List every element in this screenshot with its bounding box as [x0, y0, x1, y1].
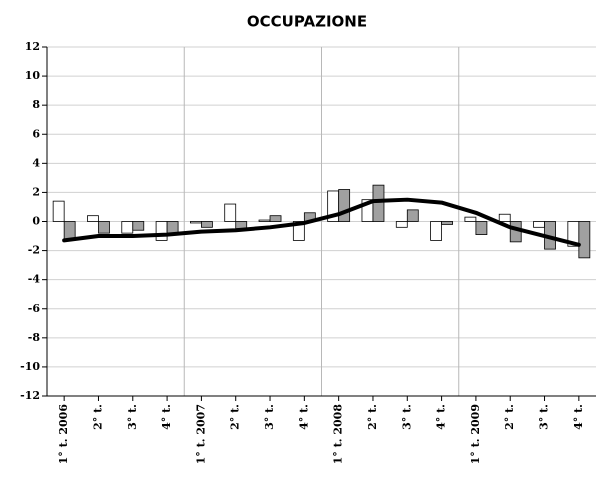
x-tick-label: 4° t. [435, 404, 448, 430]
bar [98, 221, 110, 234]
bar [475, 221, 488, 235]
x-tick-label: 1° t. 2009 [469, 404, 482, 464]
x-tick-label: 3° t. [263, 404, 276, 430]
bar [533, 221, 545, 228]
bar [498, 213, 511, 222]
x-tick-label: 4° t. [160, 404, 173, 430]
bar [190, 221, 202, 224]
y-tick-label: 10 [25, 69, 41, 82]
y-tick-label: -8 [28, 331, 41, 344]
y-tick-label: 2 [32, 185, 40, 198]
bar [430, 221, 442, 241]
y-tick-label: -6 [28, 302, 41, 315]
bar [269, 215, 282, 222]
bar [155, 221, 168, 241]
y-tick-label: 12 [25, 40, 40, 53]
bar [224, 203, 237, 222]
x-tick-label: 3° t. [400, 404, 413, 430]
bar [464, 216, 477, 222]
x-tick-label: 1° t. 2006 [57, 404, 70, 465]
x-tick-label: 2° t. [229, 404, 242, 430]
bar [338, 189, 351, 222]
bar [292, 221, 305, 241]
x-tick-label: 4° t. [572, 404, 585, 430]
bar [372, 184, 385, 222]
y-tick-label: -10 [20, 360, 40, 373]
bar [395, 221, 408, 228]
x-tick-label: 2° t. [91, 404, 104, 430]
x-tick-label: 1° t. 2007 [194, 404, 207, 464]
bar [132, 221, 145, 231]
y-tick-label: 4 [32, 156, 40, 169]
chart-title: OCCUPAZIONE [247, 13, 367, 31]
y-tick-label: 0 [32, 215, 40, 228]
bar [441, 221, 453, 225]
bar [406, 209, 419, 222]
bar [258, 219, 271, 222]
bar [87, 215, 99, 222]
y-tick-label: 6 [32, 127, 40, 140]
x-tick-label: 1° t. 2008 [332, 404, 345, 465]
x-tick-label: 3° t. [126, 404, 139, 430]
y-tick-label: -4 [28, 273, 41, 286]
bar [578, 221, 591, 259]
trend-line [62, 197, 581, 247]
bar [166, 221, 179, 234]
x-tick-label: 3° t. [538, 404, 551, 430]
y-tick-label: -12 [20, 389, 40, 402]
y-tick-label: 8 [32, 98, 40, 111]
x-tick-label: 2° t. [366, 404, 379, 430]
x-tick-label: 2° t. [503, 404, 516, 430]
bar [52, 200, 65, 222]
bar [121, 221, 134, 234]
y-tick-label: -2 [28, 244, 40, 257]
x-tick-label: 4° t. [297, 404, 310, 430]
bar [201, 221, 213, 228]
